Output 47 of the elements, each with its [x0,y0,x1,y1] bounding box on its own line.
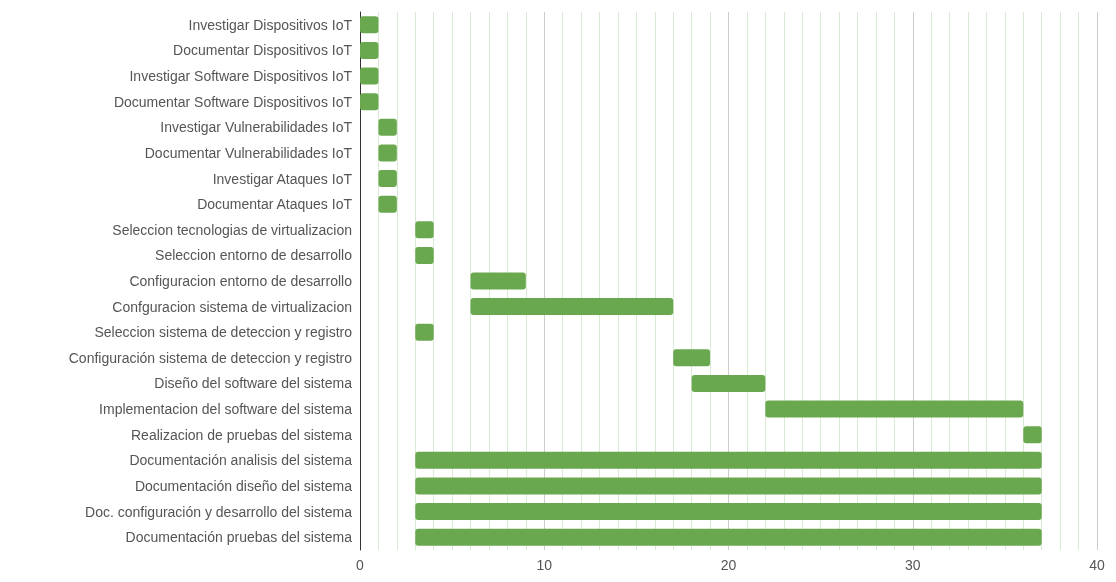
bar [1023,426,1042,444]
bar [415,528,1042,546]
y-tick-label: Documentación pruebas del sistema [125,529,353,546]
y-tick-label: Investigar Software Dispositivos IoT [129,68,353,85]
y-tick-label: Investigar Dispositivos IoT [188,16,353,33]
x-tick-label: 10 [536,557,553,573]
y-tick-label: Investigar Ataques IoT [212,170,353,187]
y-tick-label: Documentar Vulnerabilidades IoT [144,144,353,161]
bar [415,221,434,239]
y-tick-label: Doc. configuración y desarrollo del sistema [85,503,353,520]
y-tick-label: Diseño del software del sistema [154,375,353,392]
bar [470,272,526,290]
bar [378,170,397,188]
y-tick-label: Seleccion sistema de deteccion y registro [94,324,353,341]
bar [378,144,397,162]
y-tick-label: Documentar Dispositivos IoT [173,42,353,59]
y-tick-label: Configuración sistema de deteccion y registro [68,349,353,366]
x-tick-label: 0 [356,557,365,573]
y-tick-label: Seleccion entorno de desarrollo [155,247,353,264]
bar [378,195,397,213]
bar [360,93,379,111]
y-tick-label: Documentar Software Dispositivos IoT [113,93,353,110]
bar [673,349,711,367]
y-tick-label: Seleccion tecnologias de virtualizacion [112,221,352,238]
y-tick-label: Documentar Ataques IoT [197,196,353,213]
bar [360,16,379,34]
y-tick-label: Configuracion entorno de desarrollo [129,273,353,289]
x-tick-label: 30 [904,557,921,573]
y-tick-label: Documentación diseño del sistema [134,477,353,494]
bar [765,400,1024,418]
y-tick-label: Confguracion sistema de virtualizacion [112,298,352,315]
bar [415,477,1042,495]
bar [415,503,1042,521]
x-tick-label: 40 [1089,557,1105,573]
bar [378,118,397,136]
y-tick-label: Realizacion de pruebas del sistema [130,426,353,443]
bar [691,374,766,392]
y-tick-label: Investigar Vulnerabilidades IoT [160,119,353,136]
y-tick-label: Implementacion del software del sistema [99,401,353,418]
bar [415,323,434,341]
bar [470,298,674,316]
bar [360,67,379,85]
x-tick-label: 20 [720,557,737,573]
y-tick-label: Documentación analisis del sistema [129,452,353,469]
bar [415,451,1042,469]
bar [360,41,379,59]
bar [415,246,434,264]
